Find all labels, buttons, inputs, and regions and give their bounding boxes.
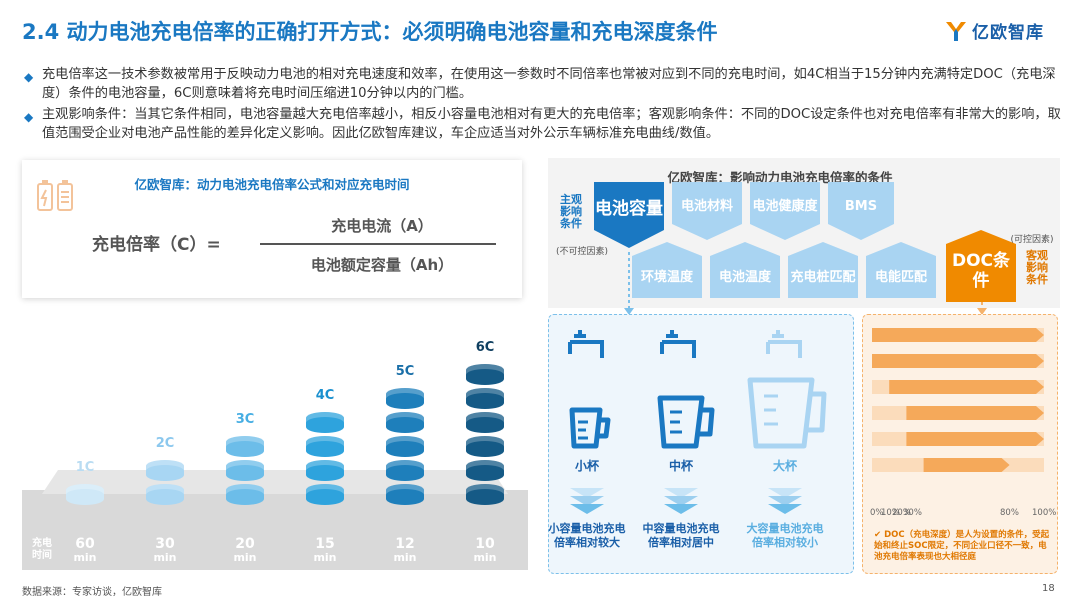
condition-env-temp: 环境温度 <box>640 269 693 285</box>
cups-illustration <box>568 330 827 514</box>
column-layer <box>306 460 344 481</box>
column-rate-label: 3C <box>235 412 255 427</box>
column-time-label: 20 min <box>233 536 257 564</box>
column-layer <box>146 484 184 505</box>
column-time-label: 12 min <box>393 536 417 564</box>
column-rate-label: 2C <box>155 436 175 451</box>
condition-battery-capacity: 电池容量 <box>595 199 663 219</box>
page-title: 2.4 动力电池充电倍率的正确打开方式：必须明确电池容量和充电深度条件 <box>22 20 718 44</box>
condition-doc: DOC条件 <box>951 251 1011 291</box>
cup-label-large: 大杯 <box>772 459 797 473</box>
top-condition-shapes <box>594 182 894 248</box>
time-row-background <box>22 490 528 570</box>
column-time-label: 60 min <box>73 536 97 564</box>
logo-text: 亿欧智库 <box>972 23 1044 43</box>
diamond-icon: ◆ <box>24 70 34 84</box>
column-layer <box>306 436 344 457</box>
column-layer <box>66 484 104 505</box>
condition-charger-match: 充电桩匹配 <box>790 269 856 285</box>
diamond-icon: ◆ <box>24 110 34 124</box>
logo: 亿欧智库 <box>944 18 1044 43</box>
doc-tick-label: 80% <box>1000 508 1019 518</box>
condition-bms: BMS <box>844 198 878 214</box>
doc-axis-ticks: 0% 10% 20% 30% 80% 100% <box>868 508 1058 522</box>
condition-battery-temp: 电池温度 <box>718 269 771 285</box>
column-layer <box>306 412 344 433</box>
column-layer <box>466 364 504 385</box>
column-rate-label: 1C <box>75 460 95 475</box>
bullet-list: ◆ 充电倍率这一技术参数被常用于反映动力电池的相对充电速度和效率，在使用这一参数… <box>22 65 1062 145</box>
column-layer <box>466 388 504 409</box>
objective-note: (可控因素) <box>1010 235 1054 245</box>
formula-lhs: 充电倍率（C）= <box>92 235 221 255</box>
column-time-label: 15 min <box>313 536 337 564</box>
doc-bar <box>872 354 1044 368</box>
doc-bar <box>889 380 1044 394</box>
source-footer: 数据来源：专家访谈，亿欧智库 <box>22 587 162 598</box>
doc-tick-label: 0% <box>870 508 884 518</box>
subjective-label: 主观影响条件 <box>560 193 582 230</box>
column-layer <box>466 460 504 481</box>
doc-bars-chart <box>872 328 1044 472</box>
doc-bar <box>872 328 1044 342</box>
connectors <box>624 252 987 315</box>
yiou-logo-icon <box>946 21 966 41</box>
column-layer <box>466 484 504 505</box>
cups-panel <box>548 314 854 574</box>
column-layer <box>226 436 264 457</box>
bullet-item: ◆ 充电倍率这一技术参数被常用于反映动力电池的相对充电速度和效率，在使用这一参数… <box>22 65 1062 103</box>
column-layer <box>386 484 424 505</box>
subjective-note: (不可控因素) <box>556 247 609 257</box>
formula-card: 亿欧智库：动力电池充电倍率公式和对应充电时间 充电倍率（C）= 充电电流（A） … <box>22 160 522 298</box>
column-layer <box>386 460 424 481</box>
doc-tick-label: 20% <box>892 508 911 518</box>
formula-denominator: 电池额定容量（Ah） <box>310 256 454 274</box>
condition-power-match: 电能匹配 <box>874 269 927 285</box>
column-layer <box>306 484 344 505</box>
column-rate-label: 5C <box>395 364 415 379</box>
column-layer <box>386 388 424 409</box>
column-layer <box>146 460 184 481</box>
column-layer <box>466 436 504 457</box>
time-row-label: 充电时间 <box>32 538 52 561</box>
objective-label: 客观影响条件 <box>1026 249 1048 286</box>
cup-result-small: 小容量电池充电倍率相对较大 <box>548 522 626 549</box>
doc-bar <box>906 406 1044 420</box>
doc-tick-label: 30% <box>903 508 922 518</box>
column-layer <box>386 412 424 433</box>
column-layer <box>386 436 424 457</box>
doc-shape <box>946 230 1016 302</box>
column-layer <box>466 412 504 433</box>
column-layer <box>226 484 264 505</box>
doc-note: ✔ DOC（充电深度）是人为设置的条件，受起始和终止SOC限定，不同企业口径不一… <box>874 530 1050 562</box>
doc-tick-label: 10% <box>881 508 900 518</box>
condition-battery-health: 电池健康度 <box>752 198 818 214</box>
bottom-condition-shapes <box>632 242 936 298</box>
formula-numerator: 充电电流（A） <box>331 217 433 235</box>
column-layer <box>226 460 264 481</box>
condition-battery-material: 电池材料 <box>680 198 733 214</box>
column-rate-label: 6C <box>475 340 495 355</box>
column-rate-label: 4C <box>315 388 335 403</box>
cup-label-medium: 中杯 <box>668 459 693 473</box>
doc-bar <box>923 458 1010 472</box>
column-time-label: 30 min <box>153 536 177 564</box>
bullet-item: ◆ 主观影响条件：当其它条件相同，电池容量越大充电倍率越小，相反小容量电池相对有… <box>22 105 1062 143</box>
conditions-title: 亿欧智库：影响动力电池充电倍率的条件 <box>667 170 893 185</box>
cup-result-medium: 中容量电池充电倍率相对居中 <box>642 522 720 549</box>
page-number: 18 <box>1042 583 1055 594</box>
fraction-bar <box>260 243 496 245</box>
bullet-text: 主观影响条件：当其它条件相同，电池容量越大充电倍率越小，相反小容量电池相对有更大… <box>42 107 1061 141</box>
column-time-label: 10 min <box>473 536 497 564</box>
doc-bar <box>906 432 1044 446</box>
formula-card-title: 亿欧智库：动力电池充电倍率公式和对应充电时间 <box>134 177 410 192</box>
cup-result-large: 大容量电池充电倍率相对较小 <box>746 522 824 549</box>
doc-tick-label: 100% <box>1032 508 1057 518</box>
battery-icon <box>37 180 73 211</box>
cup-label-small: 小杯 <box>574 459 599 473</box>
bullet-text: 充电倍率这一技术参数被常用于反映动力电池的相对充电速度和效率，在使用这一参数时不… <box>42 67 1056 101</box>
